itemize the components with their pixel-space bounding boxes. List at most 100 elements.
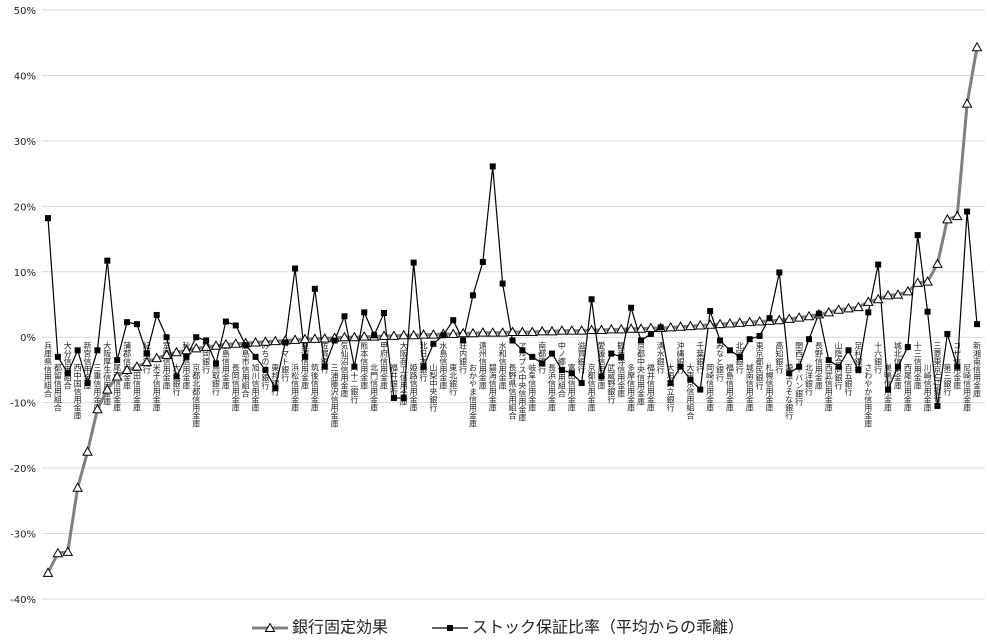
x-tick-label: 筑後信用金庫 bbox=[310, 362, 319, 412]
data-point bbox=[121, 364, 133, 374]
x-tick-label: さわやか信用金庫 bbox=[864, 363, 873, 428]
data-point bbox=[62, 546, 74, 556]
data-point bbox=[872, 293, 884, 304]
data-point bbox=[697, 386, 704, 393]
data-point bbox=[586, 324, 597, 335]
data-point bbox=[677, 363, 684, 370]
data-point bbox=[875, 261, 882, 268]
x-tick-label: 遠州信用金庫 bbox=[478, 340, 487, 390]
x-tick-label: 都留信用組合 bbox=[53, 363, 62, 412]
x-tick-label: 長岡信用金庫 bbox=[231, 363, 240, 412]
x-tick-label: 甲府信用金庫 bbox=[380, 341, 389, 390]
x-tick-label: みちのく銀行 bbox=[261, 341, 270, 390]
data-point bbox=[833, 304, 844, 314]
x-tick-label: みなと銀行 bbox=[716, 341, 725, 382]
x-tick-label: 室蘭信用金庫 bbox=[162, 340, 171, 390]
data-point bbox=[398, 329, 410, 340]
data-point bbox=[796, 363, 803, 370]
legend-marker bbox=[264, 622, 276, 632]
x-tick-label: 大阪商工信用金庫 bbox=[399, 340, 408, 406]
data-point bbox=[637, 337, 644, 344]
data-point bbox=[222, 318, 229, 325]
data-point bbox=[497, 327, 508, 337]
x-tick-label: 東邦銀行 bbox=[271, 362, 280, 396]
data-point bbox=[260, 336, 271, 346]
data-point bbox=[457, 327, 469, 338]
y-tick-label: -30% bbox=[10, 530, 36, 541]
data-point bbox=[262, 366, 269, 373]
data-point bbox=[143, 350, 150, 357]
x-tick-label: 岡崎信用金庫 bbox=[706, 363, 715, 412]
data-point bbox=[734, 317, 746, 327]
data-point bbox=[714, 318, 726, 329]
data-point bbox=[805, 336, 812, 343]
data-point bbox=[556, 325, 568, 335]
data-point bbox=[509, 337, 516, 344]
x-tick-label: 京都信用金庫 bbox=[587, 362, 596, 412]
x-tick-label: 大分信用組合 bbox=[63, 340, 72, 390]
data-point bbox=[321, 363, 328, 370]
data-point bbox=[904, 344, 911, 351]
x-tick-label: 東北銀行 bbox=[449, 362, 458, 396]
data-point bbox=[932, 258, 943, 268]
data-point bbox=[289, 334, 301, 344]
x-tick-label: 福井信用金庫 bbox=[646, 363, 655, 412]
data-point bbox=[793, 312, 805, 322]
data-point bbox=[526, 326, 538, 336]
data-point bbox=[418, 329, 429, 339]
data-point bbox=[519, 347, 526, 354]
x-tick-label: 札幌信用金庫 bbox=[765, 362, 774, 412]
data-point bbox=[242, 342, 249, 349]
data-point bbox=[882, 289, 894, 300]
x-tick-label: 島田信用金庫 bbox=[132, 362, 141, 412]
x-tick-label: 姫路信用金庫 bbox=[409, 362, 418, 412]
data-point bbox=[430, 340, 437, 347]
x-tick-label: 碧海信用金庫 bbox=[488, 362, 497, 412]
data-point bbox=[944, 330, 951, 337]
x-tick-label: 北門信用金庫 bbox=[370, 363, 379, 412]
data-point bbox=[783, 313, 795, 323]
x-tick-label: 第三銀行 bbox=[943, 362, 952, 396]
data-point bbox=[934, 402, 941, 409]
data-point bbox=[52, 547, 64, 558]
x-tick-label: 長浜信用金庫 bbox=[548, 363, 557, 412]
data-point bbox=[440, 332, 447, 339]
x-tick-label: 埼玉りそな銀行 bbox=[785, 362, 794, 420]
x-tick-label: 多摩信用金庫 bbox=[627, 362, 636, 412]
data-point bbox=[200, 341, 212, 352]
data-point bbox=[885, 386, 892, 393]
data-point bbox=[736, 353, 743, 360]
data-point bbox=[171, 346, 182, 357]
data-point bbox=[114, 357, 121, 364]
data-point bbox=[230, 338, 242, 348]
x-tick-label: 大阪厚生信用金庫 bbox=[103, 340, 112, 406]
x-tick-label: 十三信用金庫 bbox=[913, 340, 922, 390]
x-tick-label: 尾西信用金庫 bbox=[113, 363, 122, 412]
data-point bbox=[45, 215, 51, 222]
data-point bbox=[232, 322, 239, 329]
y-tick-label: 10% bbox=[14, 268, 36, 279]
x-tick-label: トマト銀行 bbox=[281, 341, 290, 382]
x-tick-label: 京都北都信用金庫 bbox=[192, 362, 201, 428]
x-tick-label: 福島信用金庫 bbox=[725, 363, 734, 412]
data-point bbox=[825, 357, 832, 364]
data-point bbox=[954, 363, 961, 370]
data-point bbox=[568, 370, 575, 377]
data-point bbox=[635, 323, 647, 333]
data-point bbox=[299, 333, 311, 344]
data-point bbox=[72, 482, 84, 492]
data-point bbox=[361, 309, 368, 316]
x-tick-label: 浜松信用金庫 bbox=[291, 362, 300, 412]
x-tick-label: 三浦藤沢信用金庫 bbox=[330, 363, 339, 428]
data-point bbox=[220, 338, 232, 349]
data-point bbox=[133, 321, 140, 328]
data-point bbox=[558, 366, 565, 373]
y-tick-label: -10% bbox=[10, 399, 36, 410]
data-point bbox=[181, 344, 192, 355]
x-tick-label: 尼崎信用金庫 bbox=[963, 363, 972, 412]
x-tick-label: 十六銀行 bbox=[874, 340, 883, 374]
data-point bbox=[84, 380, 91, 387]
data-point bbox=[823, 306, 835, 317]
data-point bbox=[487, 327, 499, 337]
data-point bbox=[111, 370, 123, 381]
